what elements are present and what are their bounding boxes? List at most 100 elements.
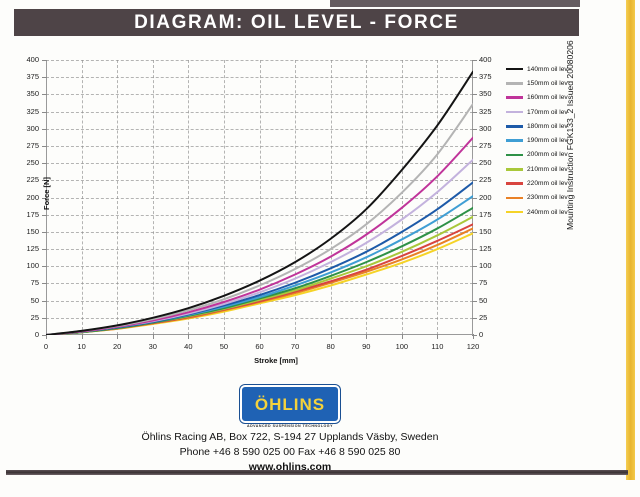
y-tick-label: 325 xyxy=(26,106,39,116)
tick-mark xyxy=(437,334,439,339)
y-tick-label: 25 xyxy=(479,312,488,322)
gridline-vertical xyxy=(152,60,154,335)
tick-mark xyxy=(46,334,47,339)
page-footer: ÖHLINS ADVANCED SUSPENSION TECHNOLOGY Öh… xyxy=(0,385,580,473)
tick-mark xyxy=(42,180,47,182)
legend-color-swatch xyxy=(506,82,523,85)
series-line xyxy=(46,181,473,335)
legend-item-label: 170mm oil lev xyxy=(527,108,568,116)
legend-color-swatch xyxy=(506,167,523,171)
tick-mark xyxy=(42,94,47,96)
legend-item[interactable]: 170mm oil lev xyxy=(506,105,596,119)
series-line xyxy=(46,195,473,335)
tick-mark xyxy=(42,300,47,302)
y-tick-label: 275 xyxy=(26,140,39,150)
logo-wordmark: ÖHLINS xyxy=(254,394,326,414)
legend-item[interactable]: 210mm oil lev xyxy=(506,162,596,176)
legend-color-swatch xyxy=(506,153,523,157)
tick-mark xyxy=(472,163,477,165)
y-tick-label: 175 xyxy=(479,209,492,219)
gridline-vertical xyxy=(81,60,83,335)
y-tick-label: 300 xyxy=(26,123,39,133)
y-tick-label: 50 xyxy=(479,295,488,305)
tick-mark xyxy=(42,231,47,233)
x-tick-label: 30 xyxy=(148,342,157,351)
y-tick-label: 250 xyxy=(479,158,492,168)
y-tick-label: 200 xyxy=(479,192,492,202)
tick-mark xyxy=(472,111,477,113)
y-tick-label: 150 xyxy=(26,226,39,236)
legend-item[interactable]: 180mm oil lev xyxy=(506,119,596,133)
tick-mark xyxy=(472,60,477,61)
mounting-instruction-note: Mounting Instruction FGK133_2 Issued 200… xyxy=(565,40,575,230)
tick-mark xyxy=(188,334,190,339)
tick-mark xyxy=(472,335,477,336)
tick-mark xyxy=(472,283,477,285)
tick-mark xyxy=(472,300,477,302)
series-line xyxy=(46,70,473,335)
legend-item[interactable]: 240mm oil lev xyxy=(506,205,596,219)
legend-item[interactable]: 140mm oil lev xyxy=(506,62,596,76)
y-tick-label: 250 xyxy=(26,158,39,168)
legend-item[interactable]: 220mm oil lev xyxy=(506,176,596,190)
tick-mark xyxy=(42,283,47,285)
y-tick-label: 300 xyxy=(479,123,492,133)
x-tick-label: 100 xyxy=(395,342,409,351)
legend-item-label: 150mm oil lev xyxy=(527,79,568,87)
tick-mark xyxy=(366,334,368,339)
tick-mark xyxy=(223,334,225,339)
y-tick-label: 0 xyxy=(479,330,484,339)
tick-mark xyxy=(330,334,332,339)
tick-mark xyxy=(42,249,47,251)
gridline-vertical xyxy=(295,60,297,335)
plot-area: 0 25 50 75 100 125 150 175 200 225 250 275 300 325 350… xyxy=(26,56,491,366)
tick-mark xyxy=(472,77,477,79)
footer-address: Öhlins Racing AB, Box 722, S-194 27 Uppl… xyxy=(141,431,439,443)
x-tick-label: 0 xyxy=(43,342,49,351)
legend-item[interactable]: 150mm oil lev xyxy=(506,76,596,90)
y-tick-label: 375 xyxy=(26,72,39,82)
y-tick-label: 275 xyxy=(479,140,492,150)
tick-mark xyxy=(42,77,47,79)
legend-color-swatch xyxy=(506,182,523,185)
gridline-vertical xyxy=(330,60,332,335)
x-tick-label: 120 xyxy=(466,342,480,351)
gridline-vertical xyxy=(259,60,261,335)
x-axis-title: Stroke [mm] xyxy=(254,356,298,365)
tick-mark xyxy=(42,214,47,216)
x-tick-label: 20 xyxy=(112,342,122,351)
y-tick-label: 0 xyxy=(34,330,39,339)
legend-color-swatch xyxy=(506,210,523,214)
ohlins-logo: ÖHLINS xyxy=(240,385,340,423)
tick-mark xyxy=(472,249,477,251)
chart-container: 0 25 50 75 100 125 150 175 200 225 250 275 300 325 350… xyxy=(16,52,491,366)
legend-item-label: 190mm oil lev xyxy=(527,137,568,145)
y-axis-title: Force [N] xyxy=(42,177,51,210)
y-tick-label: 75 xyxy=(30,278,39,288)
x-tick-label: 90 xyxy=(362,342,371,351)
legend-item-label: 210mm oil lev xyxy=(527,165,568,173)
legend-item[interactable]: 200mm oil lev xyxy=(506,148,596,162)
tick-mark xyxy=(472,145,477,147)
legend-item[interactable]: 230mm oil lev xyxy=(506,191,596,205)
y-tick-label: 100 xyxy=(26,261,39,271)
y-tick-label: 350 xyxy=(479,89,492,99)
y-tick-label: 375 xyxy=(479,72,492,82)
tick-mark xyxy=(42,111,47,113)
tick-mark xyxy=(259,334,261,339)
legend-item-label: 180mm oil lev xyxy=(527,122,568,130)
footer-website[interactable]: www.ohlins.com xyxy=(248,461,332,473)
legend-color-swatch xyxy=(506,139,523,142)
chart-legend: 140mm oil lev 150mm oil lev 160mm oil lev 1… xyxy=(506,62,596,219)
y-tick-label: 200 xyxy=(26,192,39,202)
x-tick-label: 40 xyxy=(184,342,193,351)
y-tick-label: 225 xyxy=(26,175,39,185)
tick-mark xyxy=(472,180,477,182)
legend-item[interactable]: 190mm oil lev xyxy=(506,133,596,147)
y-tick-label: 50 xyxy=(30,295,39,305)
tick-mark xyxy=(42,128,47,130)
tick-mark xyxy=(152,334,154,339)
legend-item[interactable]: 160mm oil lev xyxy=(506,91,596,105)
y-tick-label: 225 xyxy=(479,175,492,185)
